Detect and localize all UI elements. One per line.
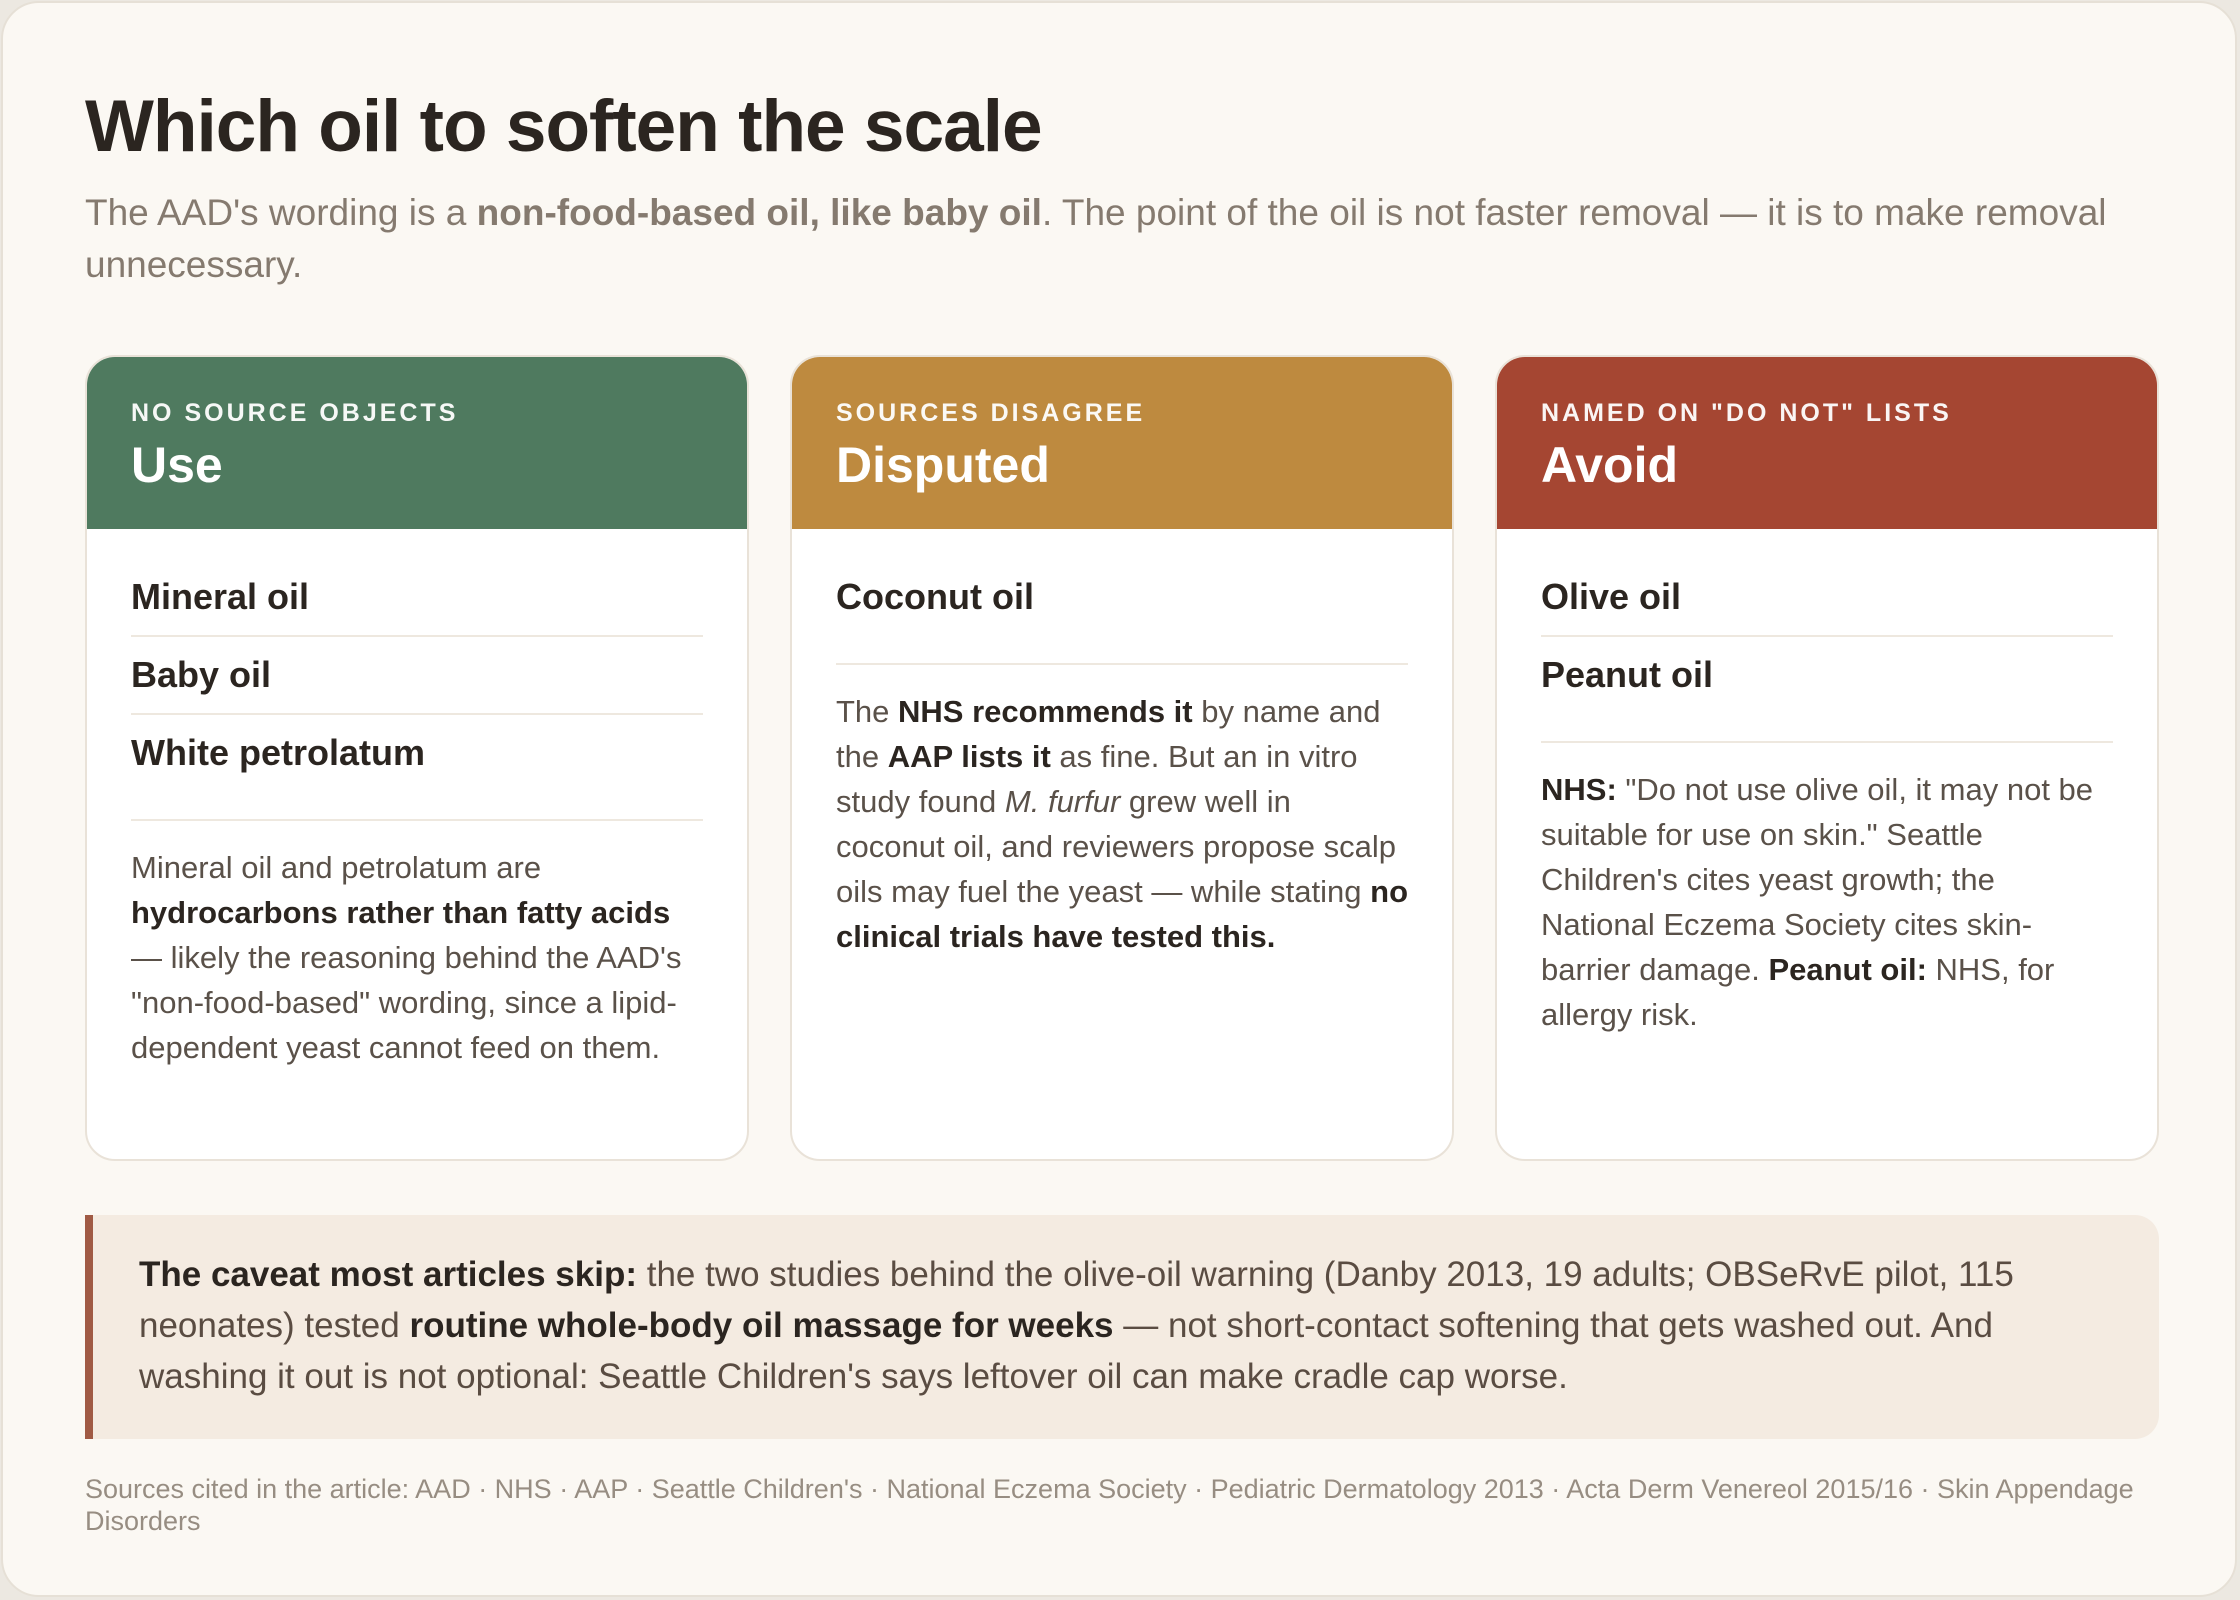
sources-footer: Sources cited in the article: AAD · NHS … (85, 1474, 2134, 1536)
caveat-lead: The caveat most articles skip: (139, 1255, 637, 1294)
column-disputed-body: Coconut oil The NHS recommends it by nam… (792, 529, 1452, 959)
note-emphasis: hydrocarbons rather than fatty acids (131, 895, 671, 930)
note-emphasis: no clinical trials have tested this. (836, 874, 1409, 954)
column-disputed-header: Sources disagree Disputed (792, 357, 1452, 529)
note-emphasis: AAP lists it (887, 739, 1051, 774)
column-use: No source objects Use Mineral oil Baby o… (85, 355, 749, 1161)
column-disputed: Sources disagree Disputed Coconut oil Th… (790, 355, 1454, 1161)
oil-item: Mineral oil (131, 559, 703, 637)
caveat-text: the two studies behind the olive-oil war… (139, 1255, 2014, 1345)
note-text: grew well in coconut oil, and reviewers … (836, 784, 1397, 909)
column-disputed-kicker: Sources disagree (836, 399, 1146, 427)
oil-item: White petrolatum (131, 732, 425, 773)
column-use-kicker: No source objects (131, 399, 459, 427)
oil-item: Olive oil (1541, 559, 2113, 637)
note-emphasis: Peanut oil: (1768, 952, 1927, 987)
column-use-body: Mineral oil Baby oil White petrolatum Mi… (87, 529, 747, 1070)
note-text: NHS, for allergy risk. (1541, 952, 2055, 1032)
divider (836, 663, 1408, 665)
column-disputed-note: The NHS recommends it by name and the AA… (836, 689, 1408, 959)
divider (131, 819, 703, 821)
column-avoid-header: Named on "do not" lists Avoid (1497, 357, 2157, 529)
note-text: "Do not use olive oil, it may not be sui… (1541, 772, 2094, 987)
subtitle-emphasis: non-food-based oil, like baby oil (476, 192, 1042, 233)
column-use-note: Mineral oil and petrolatum are hydrocarb… (131, 845, 703, 1070)
caveat-callout: The caveat most articles skip: the two s… (85, 1215, 2159, 1439)
subtitle-text-1: The AAD's wording is a (85, 192, 477, 233)
subtitle-text-2: . The point of the oil is not faster rem… (85, 192, 2107, 285)
column-avoid-note: NHS: "Do not use olive oil, it may not b… (1541, 767, 2113, 1037)
note-text: Mineral oil and petrolatum are (131, 850, 542, 885)
column-use-verdict: Use (131, 437, 223, 493)
column-avoid-verdict: Avoid (1541, 437, 1679, 493)
note-emphasis: NHS recommends it (898, 694, 1193, 729)
note-text: The (836, 694, 899, 729)
note-species-name: M. furfur (1004, 784, 1121, 819)
note-text: as fine. But an in vitro study found (836, 739, 1358, 819)
caveat-emphasis: routine whole-body oil massage for weeks (409, 1306, 1114, 1345)
note-text: by name and the (836, 694, 1381, 774)
column-use-header: No source objects Use (87, 357, 747, 529)
column-disputed-verdict: Disputed (836, 437, 1050, 493)
oil-item: Baby oil (131, 637, 703, 715)
oil-item: Coconut oil (836, 576, 1034, 617)
oil-item: Peanut oil (1541, 654, 1714, 695)
note-text: — likely the reasoning behind the AAD's … (131, 940, 682, 1065)
column-avoid-body: Olive oil Peanut oil NHS: "Do not use ol… (1497, 529, 2157, 1037)
column-avoid: Named on "do not" lists Avoid Olive oil … (1495, 355, 2159, 1161)
page-title: Which oil to soften the scale (85, 86, 1043, 167)
column-avoid-kicker: Named on "do not" lists (1541, 399, 1952, 427)
page-subtitle: The AAD's wording is a non-food-based oi… (85, 187, 2165, 291)
divider (1541, 741, 2113, 743)
note-emphasis: NHS: (1541, 772, 1617, 807)
caveat-text: — not short-contact softening that gets … (139, 1306, 1993, 1396)
